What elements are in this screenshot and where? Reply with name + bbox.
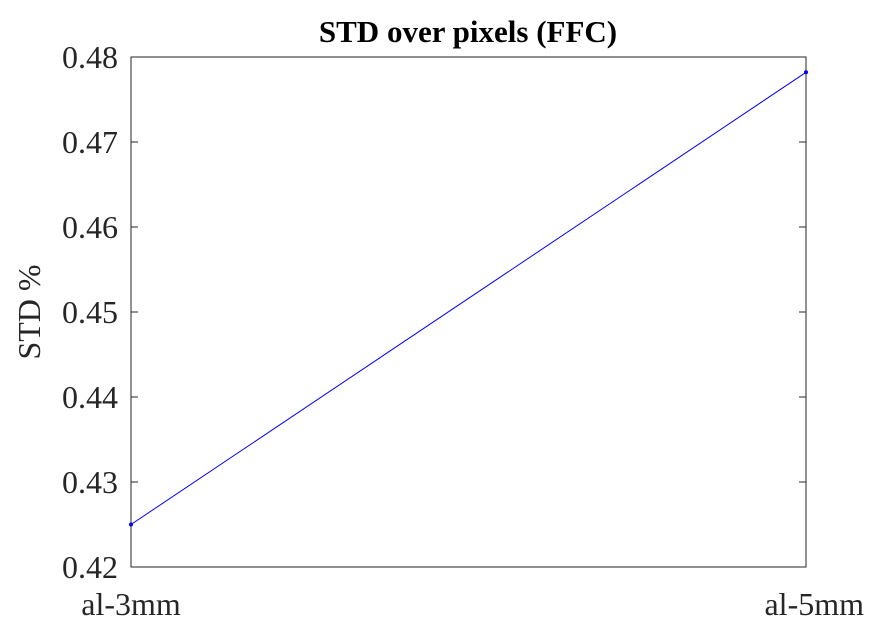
y-tick-label: 0.45 bbox=[62, 294, 118, 330]
chart-title: STD over pixels (FFC) bbox=[319, 14, 617, 49]
series-line bbox=[130, 71, 807, 525]
x-axis: al-3mm al-5mm bbox=[81, 57, 864, 622]
y-axis: 0.42 0.43 0.44 0.45 0.46 0.47 0.48 bbox=[62, 39, 806, 585]
y-tick-label: 0.48 bbox=[62, 39, 118, 75]
data-point bbox=[804, 70, 808, 75]
y-tick-label: 0.44 bbox=[62, 379, 118, 415]
y-tick-label: 0.42 bbox=[62, 549, 118, 585]
data-point bbox=[129, 522, 133, 527]
y-axis-label: STD % bbox=[11, 264, 47, 359]
y-tick-label: 0.46 bbox=[62, 209, 118, 245]
y-tick-label: 0.43 bbox=[62, 464, 118, 500]
series-group bbox=[129, 70, 808, 527]
x-tick-label: al-5mm bbox=[764, 586, 864, 622]
x-tick-label: al-3mm bbox=[81, 586, 181, 622]
y-tick-label: 0.47 bbox=[62, 124, 118, 160]
